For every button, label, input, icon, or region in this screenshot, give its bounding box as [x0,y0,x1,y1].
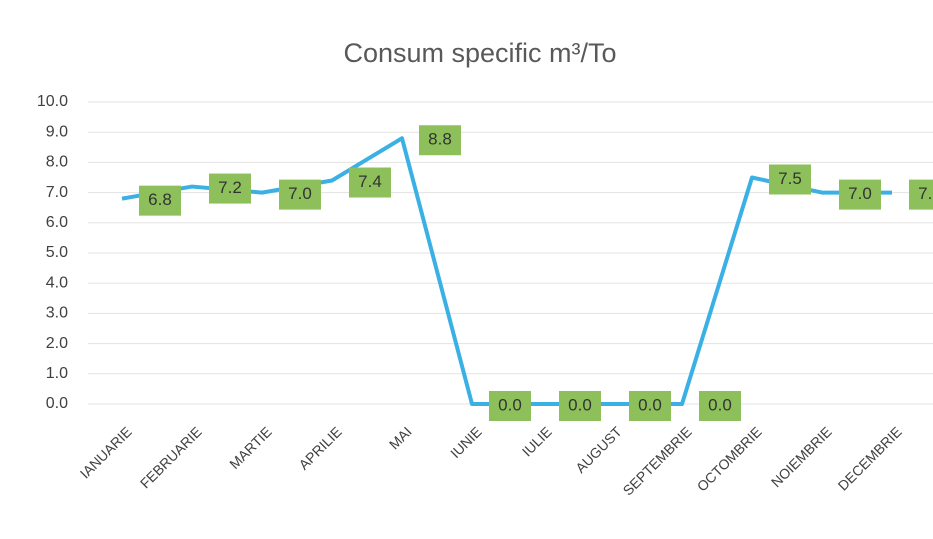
data-label-text: 6.8 [148,190,172,209]
y-tick-label: 8.0 [46,154,68,171]
data-label-box [419,125,461,156]
x-tick-label: IUNIE [447,423,485,461]
x-tick-label: OCTOMBRIE [694,423,765,494]
x-tick-label: DECEMBRIE [835,423,905,493]
x-tick-label: NOIEMBRIE [768,423,835,490]
data-label-text: 7.0 [918,184,933,203]
x-tick-label: SEPTEMBRIE [620,423,695,498]
y-tick-label: 3.0 [46,305,68,322]
data-label-box [839,179,881,210]
data-label-box [349,167,391,198]
x-tick-label: IULIE [519,423,555,459]
data-label: 0.0 [559,391,601,421]
data-label-box [559,391,601,421]
data-label-text: 0.0 [708,395,732,414]
data-label: 8.8 [419,125,461,156]
data-label: 7.0 [839,179,881,210]
x-tick-label: MAI [386,423,415,452]
x-tick-label: MARTIE [226,423,275,472]
data-label: 0.0 [489,391,531,421]
data-label-box [909,179,933,210]
data-label-box [629,391,671,421]
x-tick-label: FEBRUARIE [137,423,205,491]
data-label: 7.2 [209,173,251,204]
data-label-box [699,391,741,421]
y-tick-label: 2.0 [46,335,68,352]
x-tick-label: APRILIE [295,423,344,472]
data-label-box [209,173,251,204]
y-tick-label: 4.0 [46,274,68,291]
y-tick-label: 0.0 [46,395,68,412]
data-label: 0.0 [629,391,671,421]
data-label-text: 0.0 [498,395,522,414]
data-label-text: 8.8 [428,130,452,149]
y-tick-label: 7.0 [46,184,68,201]
data-label: 6.8 [139,185,181,216]
data-label-box [489,391,531,421]
data-label-text: 7.0 [848,184,872,203]
data-label: 7.0 [279,179,321,210]
data-label-text: 0.0 [638,395,662,414]
y-tick-label: 9.0 [46,123,68,140]
chart-title: Consum specific m³/To [343,38,616,68]
data-label-text: 7.4 [358,172,382,191]
y-tick-label: 10.0 [37,93,68,110]
y-tick-label: 1.0 [46,365,68,382]
data-label-box [279,179,321,210]
data-label-box [769,164,811,195]
data-label-text: 0.0 [568,395,592,414]
y-tick-label: 6.0 [46,214,68,231]
data-label: 0.0 [699,391,741,421]
data-label-text: 7.5 [778,169,802,188]
data-label-box [139,185,181,216]
x-tick-label: AUGUST [572,423,625,476]
data-label: 7.0 [909,179,933,210]
x-tick-label: IANUARIE [77,423,135,481]
data-label-text: 7.2 [218,178,242,197]
y-tick-label: 5.0 [46,244,68,261]
data-label: 7.4 [349,167,391,198]
data-label-text: 7.0 [288,184,312,203]
data-label: 7.5 [769,164,811,195]
